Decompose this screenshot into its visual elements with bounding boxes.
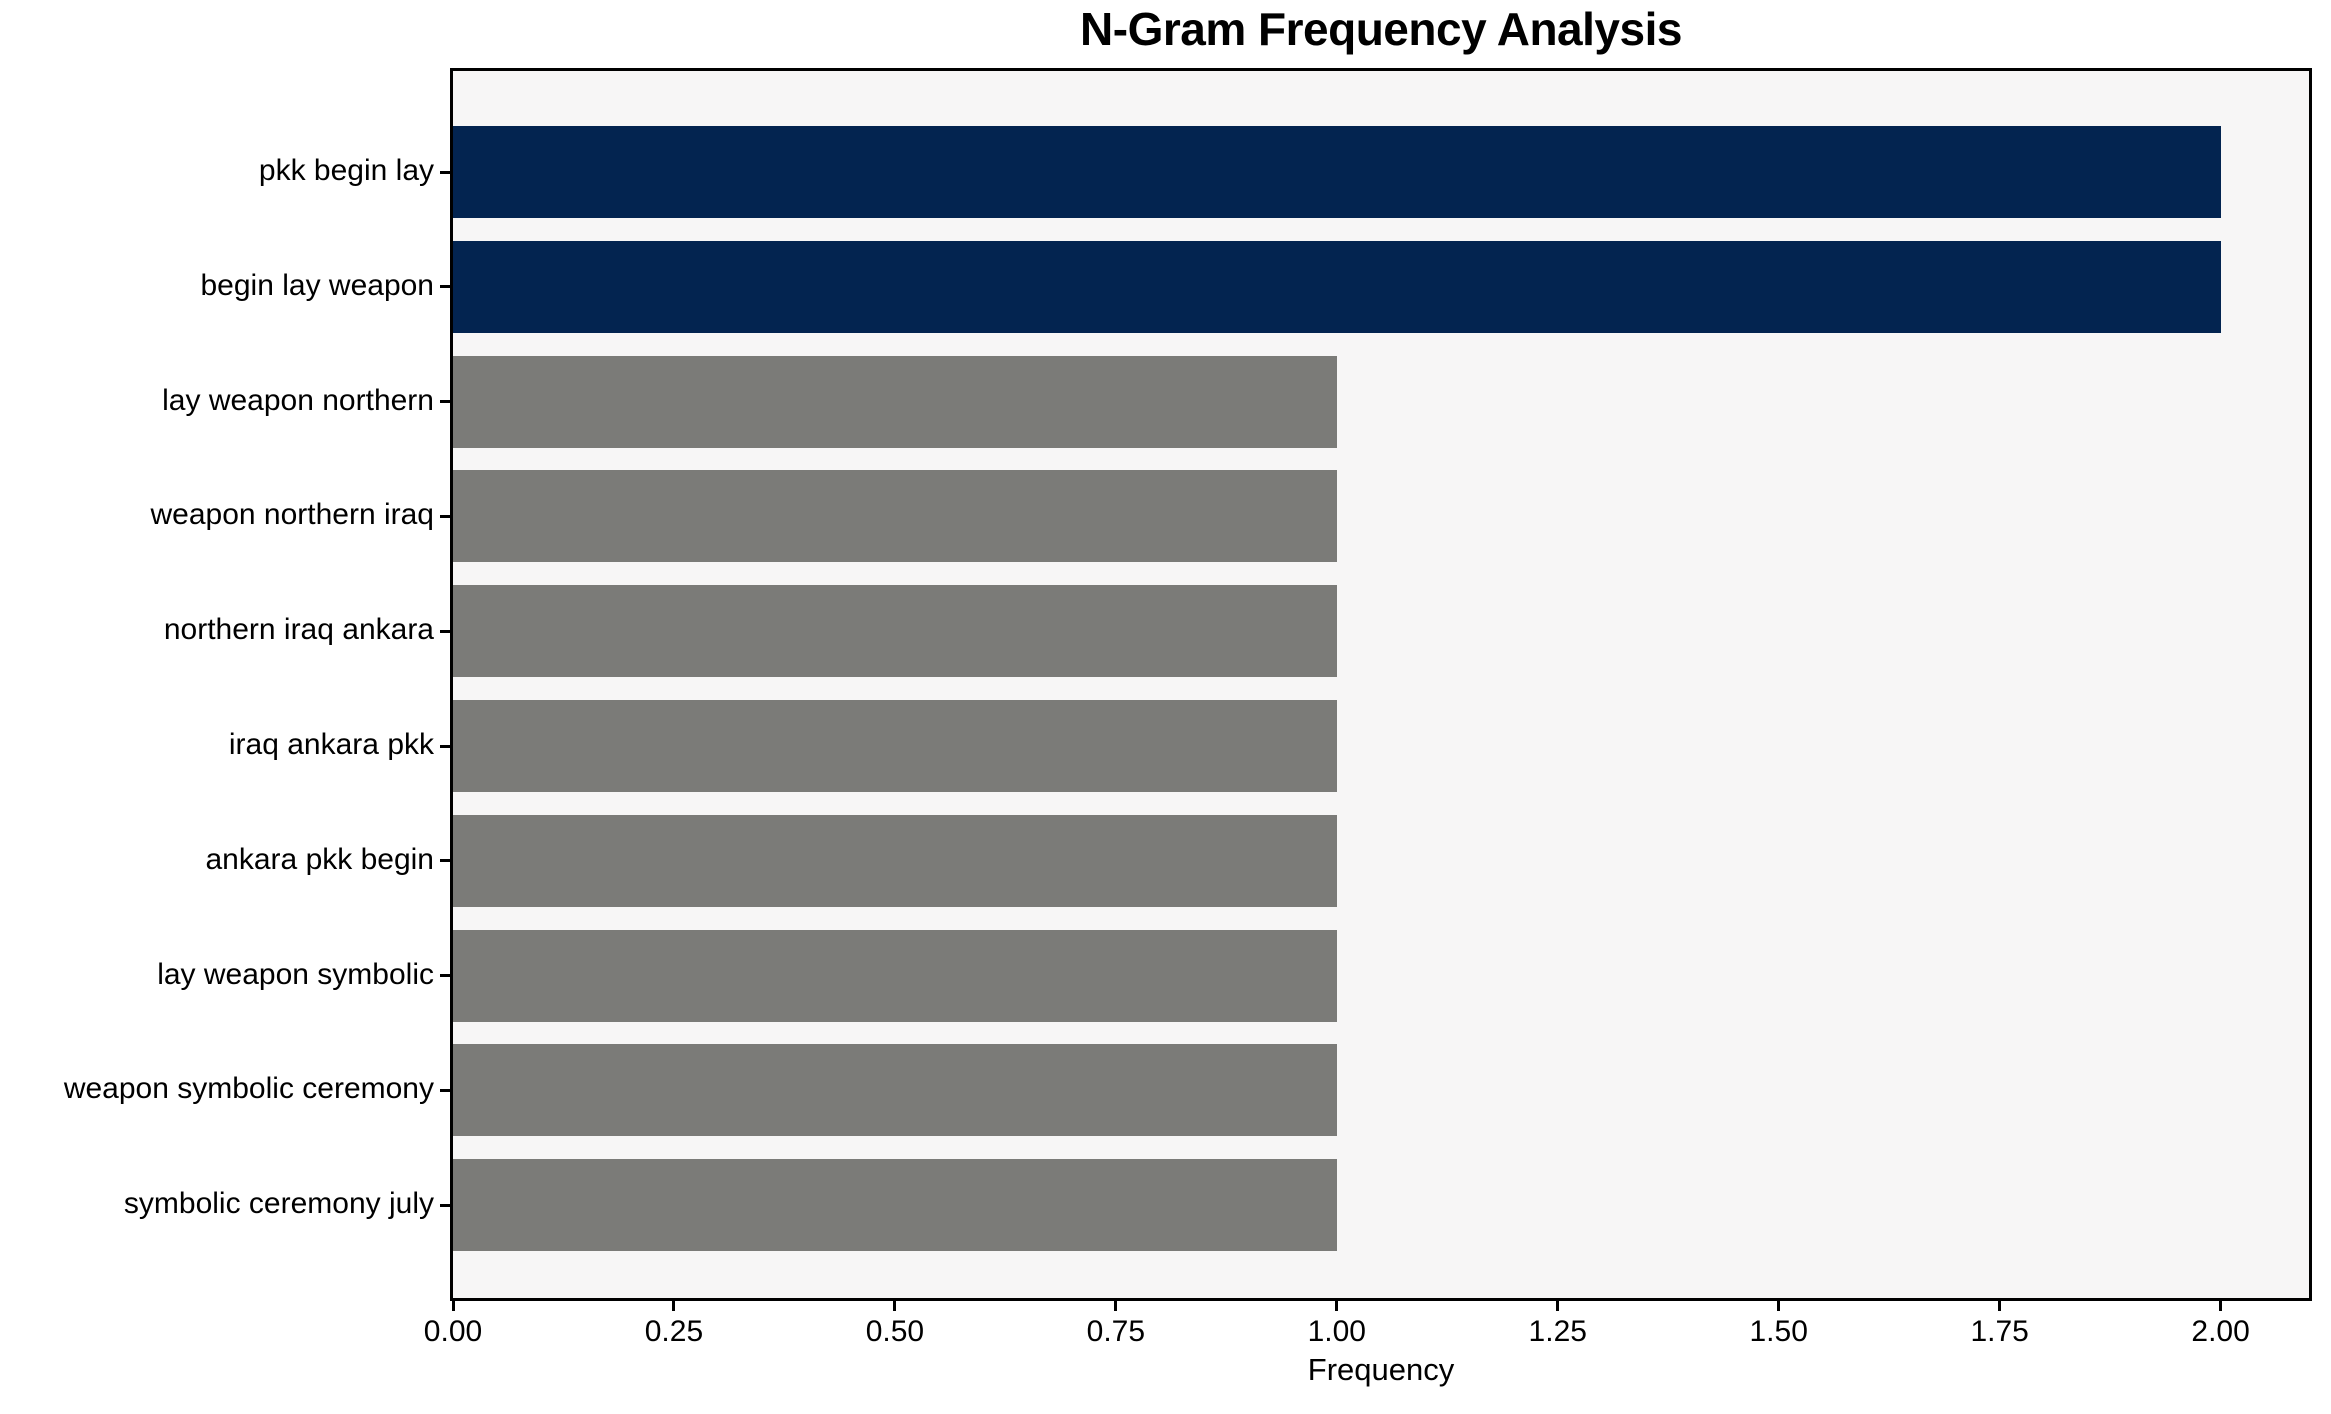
x-tick-label: 0.00 (423, 1315, 483, 1348)
x-tick-label: 0.50 (865, 1315, 925, 1348)
y-tick-label: pkk begin lay (258, 154, 434, 187)
y-tick (440, 400, 450, 404)
y-tick (440, 974, 450, 978)
y-tick-label: symbolic ceremony july (123, 1187, 434, 1221)
y-tick (440, 170, 450, 174)
x-tick (1556, 1301, 1560, 1311)
x-tick-label: 1.00 (1307, 1315, 1366, 1348)
y-tick-label: lay weapon symbolic (157, 957, 434, 991)
x-tick-label: 1.50 (1749, 1315, 1808, 1348)
bar (453, 240, 2221, 333)
x-tick-label: 0.25 (644, 1315, 704, 1348)
y-tick-label: weapon northern iraq (150, 498, 434, 532)
y-tick-label: lay weapon northern (162, 383, 434, 417)
x-tick (2219, 1301, 2223, 1311)
x-tick (451, 1301, 455, 1311)
y-tick (440, 1203, 450, 1207)
bar (453, 700, 1337, 792)
y-tick (440, 859, 450, 863)
bar (453, 1159, 1337, 1252)
bar (453, 1044, 1337, 1137)
x-tick (672, 1301, 676, 1311)
y-tick (440, 629, 450, 633)
x-tick (1998, 1301, 2002, 1311)
x-tick (1335, 1301, 1339, 1311)
bar (453, 355, 1337, 448)
x-tick (1114, 1301, 1118, 1311)
y-tick-label: ankara pkk begin (205, 842, 435, 876)
y-tick-label: northern iraq ankara (163, 613, 434, 647)
y-tick-label: iraq ankara pkk (228, 728, 434, 761)
y-tick-label: begin lay weapon (200, 268, 434, 302)
x-tick-label: 2.00 (2191, 1315, 2250, 1348)
x-tick-label: 0.75 (1086, 1315, 1146, 1348)
x-tick (1777, 1301, 1781, 1311)
y-tick-label: weapon symbolic ceremony (63, 1072, 434, 1106)
y-tick (440, 744, 450, 748)
y-tick (440, 1088, 450, 1092)
bar (453, 126, 2221, 218)
x-tick-label: 1.75 (1970, 1315, 2029, 1348)
x-tick-label: 1.25 (1528, 1315, 1587, 1348)
y-tick (440, 285, 450, 289)
bar (453, 929, 1337, 1022)
x-axis-label: Frequency (1307, 1352, 1455, 1387)
bar (453, 470, 1337, 563)
chart-title: N-Gram Frequency Analysis (1080, 3, 1682, 55)
bar (453, 814, 1337, 907)
bar (453, 585, 1337, 678)
y-tick (440, 514, 450, 518)
x-tick (893, 1301, 897, 1311)
